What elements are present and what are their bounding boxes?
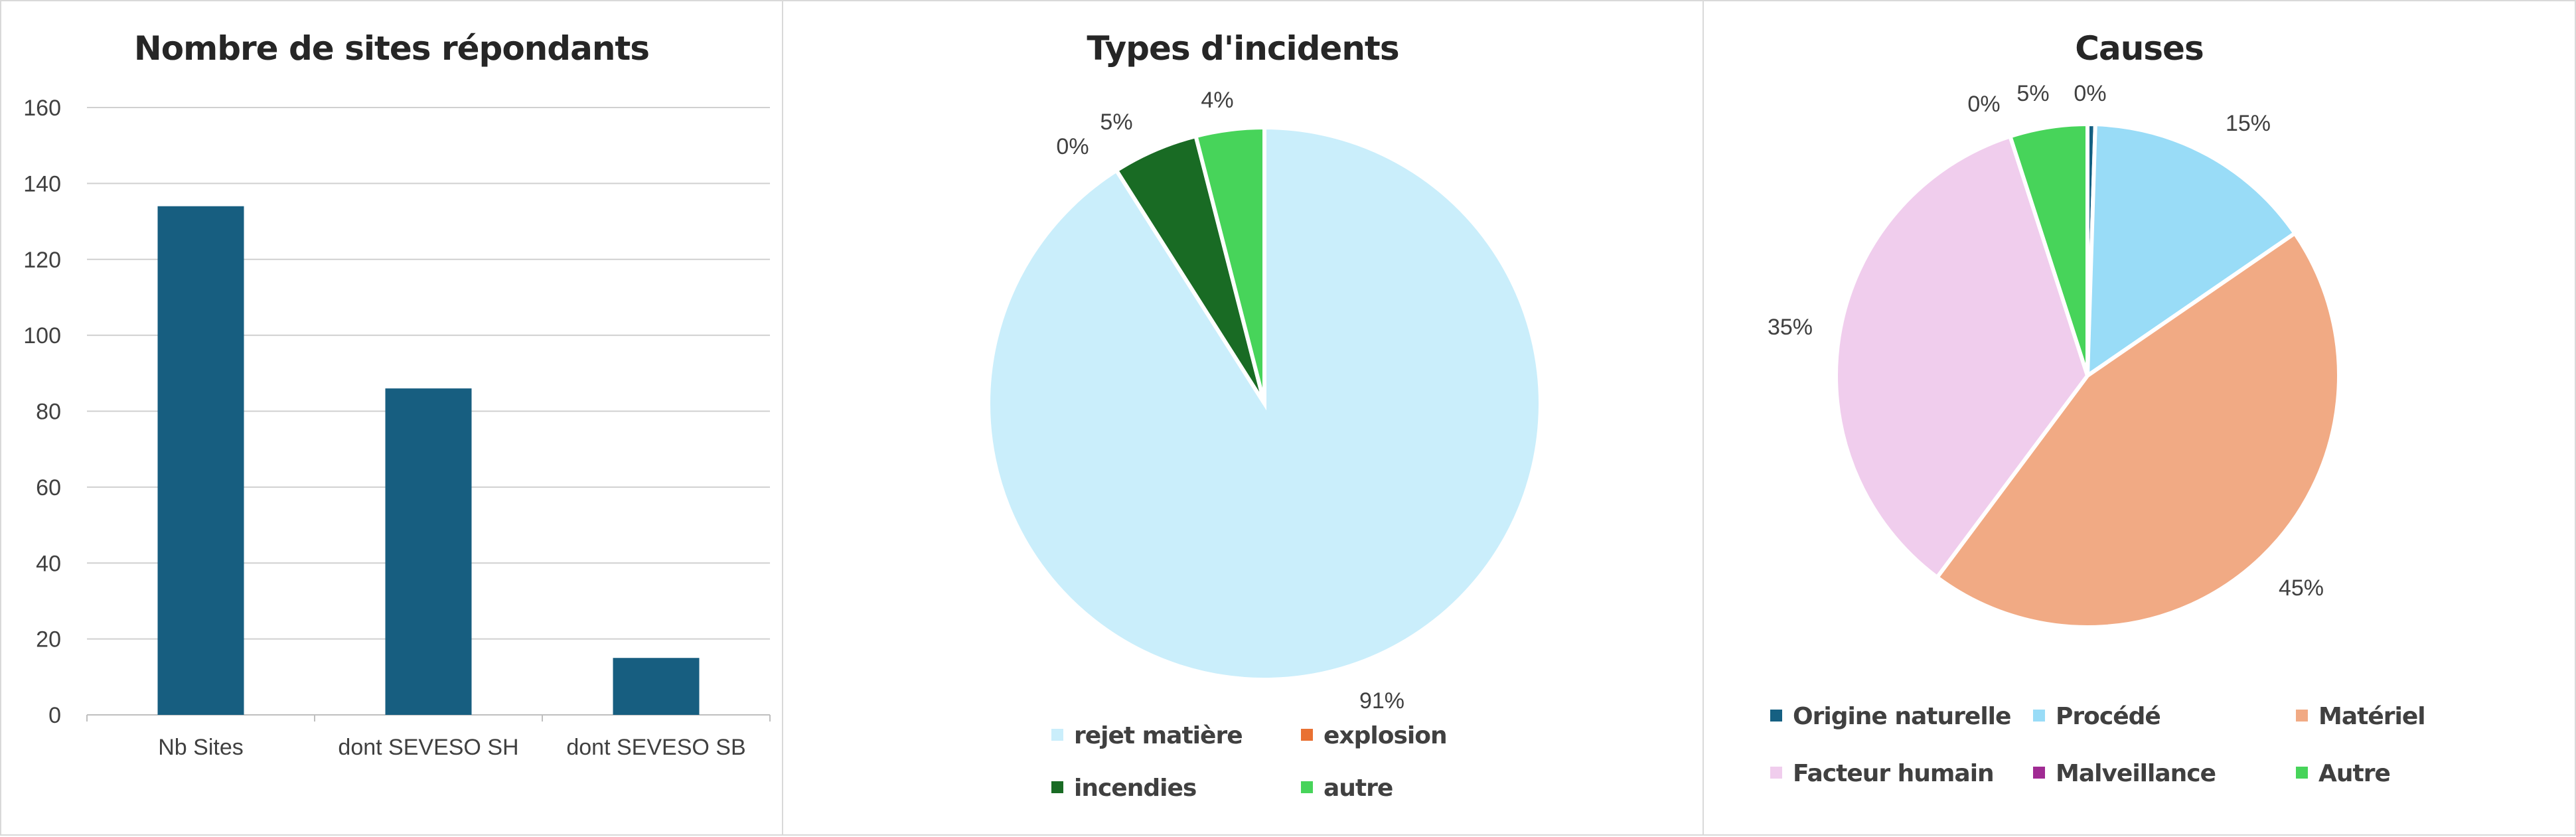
y-tick-label: 160: [23, 96, 61, 121]
legend-label: Matériel: [2318, 703, 2426, 730]
data-label-autre: 5%: [2016, 81, 2049, 106]
bar-nb-sites: [157, 206, 244, 715]
legend-swatch: [1770, 767, 1782, 779]
legend-item-autre: autre: [1301, 775, 1393, 802]
legend-swatch: [2296, 710, 2308, 722]
bar-chart-svg: 0 20 40 60 80 100 120 140 160 Nb Sites dont SEVESO…: [23, 96, 771, 760]
legend-label: rejet matière: [1074, 722, 1243, 749]
legend-label: explosion: [1324, 722, 1448, 749]
legend-item-malveillance: Malveillance: [2033, 760, 2216, 787]
legend-item-matériel: Matériel: [2296, 703, 2426, 730]
data-label-rejet-matière: 91%: [1359, 688, 1404, 714]
pie-slice-autre: [1193, 125, 1266, 404]
causes-pie: 0% 15% 45% 35% 0% 5%: [1768, 81, 2341, 629]
legend-item-explosion: explosion: [1301, 722, 1448, 749]
data-label-incendies: 5%: [1100, 110, 1132, 135]
causes-panel: Causes 0% 15% 45% 35% 0% 5% Origine naturelle…: [1703, 0, 2576, 836]
legend-item-autre: Autre: [2296, 760, 2391, 787]
data-label-procédé: 15%: [2226, 111, 2271, 136]
legend-label: Autre: [2318, 760, 2391, 787]
legend-swatch: [1770, 710, 1782, 722]
bar-dont-seveso-sb: [613, 658, 700, 715]
legend-label: Facteur humain: [1793, 760, 1995, 787]
y-tick-label: 60: [36, 475, 61, 500]
data-label-origine-naturelle: 0%: [2074, 81, 2106, 106]
legend-item-rejet-matière: rejet matière: [1051, 722, 1243, 749]
legend-swatch: [2033, 767, 2045, 779]
legend-item-origine-naturelle: Origine naturelle: [1770, 703, 2011, 730]
legend-label: Origine naturelle: [1793, 703, 2011, 730]
data-label-autre: 4%: [1201, 88, 1233, 113]
legend-item-facteur-humain: Facteur humain: [1770, 760, 1995, 787]
bar-chart-panel: Nombre de sites répondants 0 20 40 60 80 100 1…: [0, 0, 783, 836]
data-label-explosion: 0%: [1056, 134, 1089, 159]
legend-label: incendies: [1074, 775, 1197, 802]
legend-label: Procédé: [2056, 703, 2161, 730]
incident-types-title: Types d'incidents: [1087, 29, 1399, 68]
pie-slice-procédé: [2085, 122, 2298, 380]
data-label-malveillance: 0%: [1967, 92, 2000, 117]
legend-item-incendies: incendies: [1051, 775, 1197, 802]
data-label-matériel: 45%: [2279, 575, 2324, 601]
y-tick-label: 140: [23, 171, 61, 196]
causes-title: Causes: [2075, 29, 2204, 68]
data-label-facteur-humain: 35%: [1768, 315, 1813, 340]
pie-slice-facteur-humain: [1834, 133, 2090, 581]
legend-label: autre: [1324, 775, 1393, 802]
bar-dont-seveso-sh: [385, 388, 472, 715]
legend-item-procédé: Procédé: [2033, 703, 2161, 730]
incident-types-panel: Types d'incidents 91% 0% 5% 4% rejet matièr…: [782, 0, 1704, 836]
y-tick-label: 40: [36, 551, 61, 576]
incident-types-pie: 91% 0% 5% 4%: [986, 88, 1543, 714]
pie-slice-autre: [2007, 121, 2089, 376]
legend-swatch: [2033, 710, 2045, 722]
legend-swatch: [1051, 781, 1063, 793]
legend-swatch: [1301, 729, 1313, 741]
y-tick-label: 80: [36, 400, 61, 425]
legend-swatch: [1301, 781, 1313, 793]
legend-swatch: [2296, 767, 2308, 779]
y-tick-label: 120: [23, 248, 61, 273]
x-tick-label: dont SEVESO SB: [566, 735, 745, 760]
y-tick-label: 0: [48, 703, 61, 728]
legend-label: Malveillance: [2056, 760, 2216, 787]
bar-chart-title: Nombre de sites répondants: [133, 29, 650, 68]
legend-swatch: [1051, 729, 1063, 741]
y-tick-label: 100: [23, 323, 61, 348]
x-tick-label: Nb Sites: [158, 735, 244, 760]
x-tick-label: dont SEVESO SH: [338, 735, 518, 760]
y-tick-label: 20: [36, 627, 61, 652]
pie-slice-matériel: [1934, 230, 2341, 629]
